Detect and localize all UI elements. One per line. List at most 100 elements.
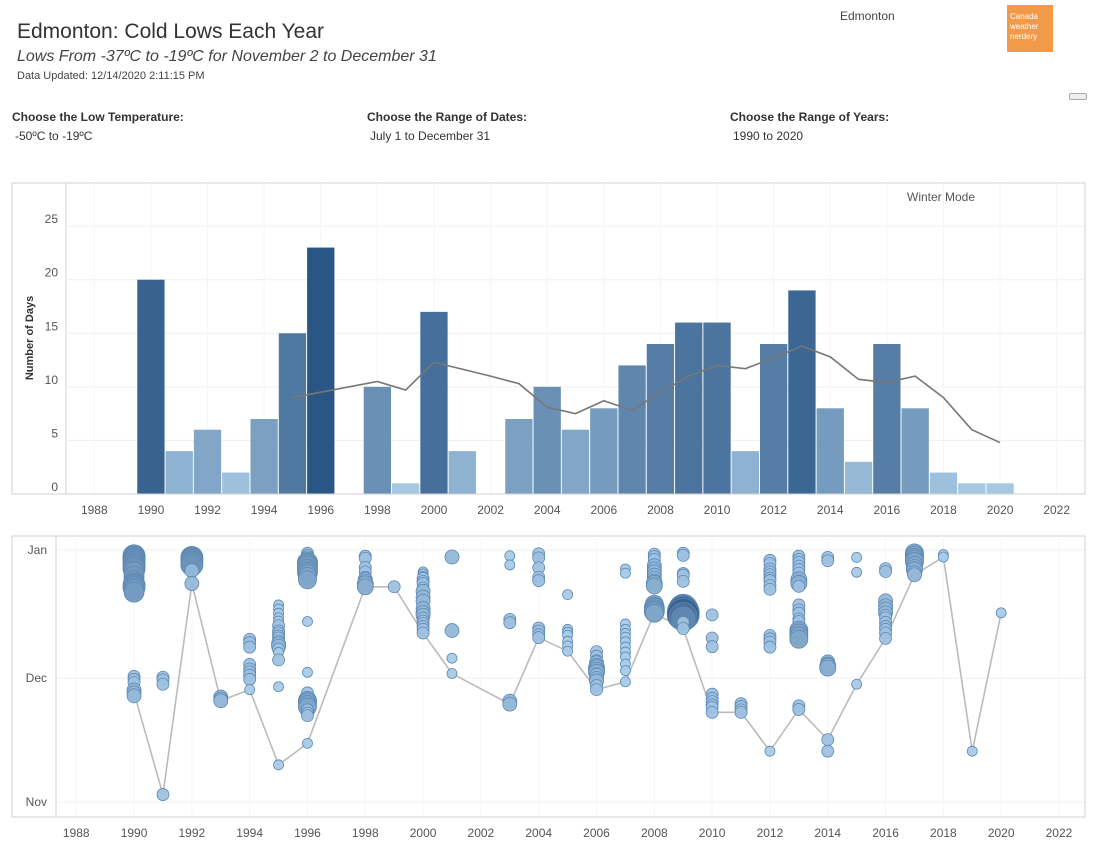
point-2016 xyxy=(879,632,892,645)
bar-2018 xyxy=(929,472,958,494)
bar-2009 xyxy=(675,322,703,494)
bar-2011 xyxy=(731,451,759,494)
cold-days-bar-chart: 0 5 10 15 20 25 1988 1990 1992 1994 1996 1998 2000 20… xyxy=(11,182,1086,517)
data-updated-text: Data Updated: 12/14/2020 2:11:15 PM xyxy=(17,70,205,82)
point-2014 xyxy=(821,733,835,747)
point-2014 xyxy=(819,659,837,677)
point-2003 xyxy=(502,696,518,712)
point-1996 xyxy=(302,737,313,749)
point-1994 xyxy=(243,640,257,654)
point-1992 xyxy=(184,576,200,591)
point-1991 xyxy=(156,677,170,691)
bar-2001 xyxy=(448,451,476,494)
page-title: Edmonton: Cold Lows Each Year xyxy=(17,20,325,43)
point-2009 xyxy=(676,574,690,588)
point-2012 xyxy=(763,582,777,596)
logo-line: weather xyxy=(1010,22,1039,31)
point-2001 xyxy=(444,549,460,565)
point-1994 xyxy=(243,672,257,686)
y-tick-label: Nov xyxy=(26,795,47,809)
point-2000 xyxy=(416,626,430,640)
bar-2017 xyxy=(901,408,929,494)
filter-label: Choose the Range of Dates: xyxy=(367,110,528,124)
year-range-filter[interactable]: Choose the Range of Years: 1990 to 2020 xyxy=(730,110,889,143)
y-tick-label: 0 xyxy=(51,480,58,494)
point-2009 xyxy=(676,548,690,562)
x-tick-label: 2004 xyxy=(525,826,552,840)
date-range-filter[interactable]: Choose the Range of Dates: July 1 to Dec… xyxy=(367,110,527,143)
x-tick-label: 2016 xyxy=(872,826,899,840)
point-1991 xyxy=(156,788,170,801)
x-tick-label: 2010 xyxy=(699,826,726,840)
x-tick-label: 1998 xyxy=(352,826,379,840)
point-2013 xyxy=(792,703,806,716)
x-tick-label: 2014 xyxy=(814,826,841,840)
filter-value[interactable]: -50ºC to -19ºC xyxy=(15,129,93,143)
cold-dates-scatter-chart: Jan Dec Nov 1988 1990 1992 1994 1996 1998 2000 200… xyxy=(11,535,1086,840)
point-1995 xyxy=(272,653,285,667)
point-2009 xyxy=(676,622,690,635)
point-1996 xyxy=(298,570,317,590)
point-1996 xyxy=(302,616,313,627)
point-2010 xyxy=(705,640,719,654)
bar-2004 xyxy=(533,386,561,494)
brand-logo[interactable]: Canada weather nerdery xyxy=(1007,5,1053,52)
point-2005 xyxy=(562,589,574,601)
bar-1993 xyxy=(222,472,250,494)
point-2007 xyxy=(620,567,631,579)
x-tick-label: 2000 xyxy=(410,826,437,840)
x-tick-label: 1996 xyxy=(307,503,334,517)
x-tick-label: 1996 xyxy=(294,826,321,840)
low-temperature-filter[interactable]: Choose the Low Temperature: -50ºC to -19… xyxy=(12,110,184,143)
bar-1990 xyxy=(137,279,165,494)
point-2004 xyxy=(532,574,546,587)
x-tick-label: 2022 xyxy=(1046,826,1073,840)
filter-value[interactable]: July 1 to December 31 xyxy=(370,129,491,143)
x-tick-label: 2010 xyxy=(704,503,731,517)
bar-2013 xyxy=(788,290,816,494)
point-2010 xyxy=(705,608,719,622)
point-2004 xyxy=(532,631,546,644)
point-2007 xyxy=(620,665,631,677)
x-tick-label: 2006 xyxy=(583,826,610,840)
y-axis-label: Number of Days xyxy=(24,296,36,380)
y-tick-label: Jan xyxy=(28,543,47,557)
point-2006 xyxy=(590,683,603,697)
city-label: Edmonton xyxy=(840,9,895,23)
x-tick-label: 1992 xyxy=(178,826,205,840)
point-2012 xyxy=(763,640,777,654)
bar-2016 xyxy=(873,344,901,494)
point-2012 xyxy=(764,745,776,757)
logo-line: nerdery xyxy=(1010,32,1038,41)
x-tick-label: 2020 xyxy=(988,826,1015,840)
x-tick-label: 2004 xyxy=(534,503,561,517)
point-2017 xyxy=(907,567,922,583)
point-2013 xyxy=(792,579,806,593)
toggle-icon[interactable] xyxy=(1069,93,1087,100)
x-tick-label: 2002 xyxy=(477,503,504,517)
point-2020 xyxy=(995,607,1007,619)
x-tick-label: 2012 xyxy=(760,503,787,517)
chart-frame xyxy=(11,535,1086,818)
x-tick-label: 1988 xyxy=(81,503,108,517)
point-1995 xyxy=(273,759,284,771)
x-tick-label: 2008 xyxy=(647,503,674,517)
bar-1996 xyxy=(307,247,335,494)
x-tick-label: 2018 xyxy=(930,826,957,840)
point-2015 xyxy=(851,566,863,578)
bar-2012 xyxy=(759,344,788,494)
point-2003 xyxy=(504,559,516,571)
filter-value[interactable]: 1990 to 2020 xyxy=(733,129,804,143)
bar-2003 xyxy=(505,419,533,494)
bar-2005 xyxy=(561,429,590,494)
y-tick-label: 5 xyxy=(51,426,58,440)
bar-1999 xyxy=(392,483,420,494)
y-tick-label: 20 xyxy=(45,266,59,280)
point-1996 xyxy=(301,709,314,723)
winter-mode-annotation: Winter Mode xyxy=(907,190,975,204)
bar-2008 xyxy=(646,344,675,494)
x-tick-label: 2006 xyxy=(590,503,617,517)
bar-2006 xyxy=(590,408,618,494)
x-tick-label: 2018 xyxy=(930,503,957,517)
x-tick-label: 1990 xyxy=(121,826,148,840)
